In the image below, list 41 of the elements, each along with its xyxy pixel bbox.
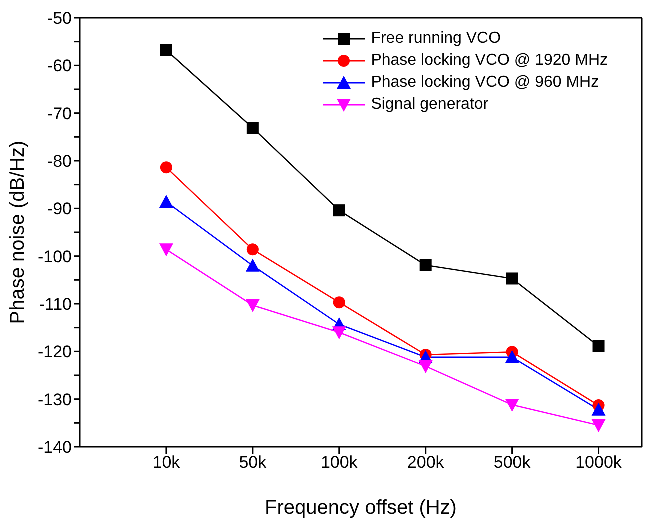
y-tick-label: -90 — [47, 200, 72, 219]
point — [333, 296, 346, 309]
point — [160, 44, 172, 56]
x-axis-title: Frequency offset (Hz) — [265, 497, 457, 519]
y-axis-title: Phase noise (dB/Hz) — [7, 140, 29, 324]
x-tick-label: 100k — [320, 453, 358, 472]
legend-label: Free running VCO — [371, 29, 502, 49]
point — [332, 326, 346, 340]
point — [592, 420, 606, 433]
point — [505, 399, 520, 412]
point — [592, 340, 605, 352]
x-tick-label: 50k — [239, 453, 268, 472]
y-tick-label: -60 — [47, 56, 72, 76]
point — [246, 244, 259, 256]
x-tick-label: 1000k — [576, 453, 622, 472]
x-tick-label: 200k — [407, 453, 445, 472]
point — [333, 204, 346, 217]
point — [505, 350, 520, 364]
y-tick-label: -110 — [39, 295, 72, 314]
x-tick-label: 500k — [494, 453, 532, 472]
point — [246, 299, 260, 312]
legend-label: Phase locking VCO @ 960 MHz — [371, 73, 600, 93]
point — [246, 258, 260, 272]
y-tick-label: -70 — [47, 104, 72, 124]
point — [592, 402, 606, 416]
y-tick-label: -130 — [38, 390, 72, 410]
y-tick-label: -120 — [38, 342, 72, 362]
point — [246, 122, 259, 134]
point — [418, 360, 433, 374]
legend-label: Phase locking VCO @ 1920 MHz — [371, 51, 608, 71]
y-tick-label: -100 — [38, 247, 72, 266]
point — [159, 194, 174, 208]
point — [160, 162, 172, 174]
point — [420, 259, 432, 272]
y-tick-label: -80 — [47, 152, 72, 172]
y-tick-label: -50 — [47, 9, 72, 28]
point — [506, 272, 518, 285]
x-tick-label: 10k — [152, 453, 181, 472]
point — [159, 244, 174, 257]
y-tick-label: -140 — [38, 438, 72, 458]
legend-label: Signal generator — [371, 95, 489, 115]
